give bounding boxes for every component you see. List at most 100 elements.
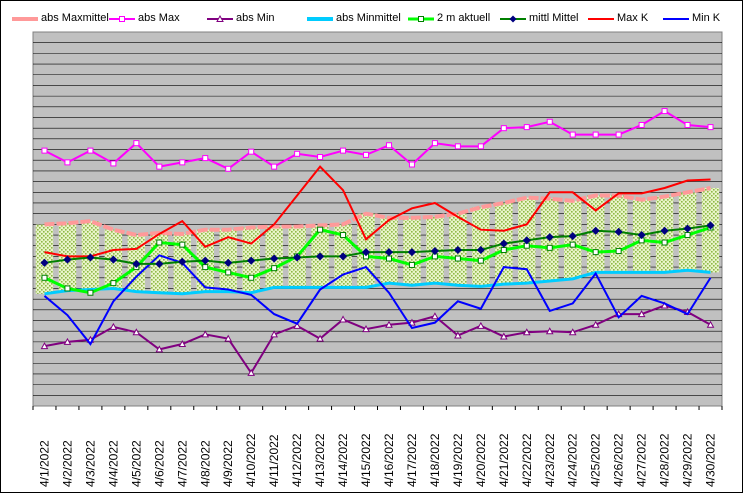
2m-aktuell-point [684,232,691,239]
x-tick-label: 4/27/2022 [635,433,649,487]
abs-max-point [408,161,415,168]
x-tick-label: 4/10/2022 [244,433,258,487]
legend-swatch [207,14,233,22]
2m-aktuell-point [592,249,599,256]
2m-aktuell-point [546,244,553,251]
2m-aktuell-point [615,248,622,255]
abs-min-point [362,325,370,333]
abs-min-point [637,310,646,318]
2m-aktuell-point [156,239,163,246]
abs-min-point [40,342,49,350]
plot-area [32,31,723,407]
abs-min-point [477,321,485,329]
mittl-mittel-point [155,259,164,268]
x-tick-label: 4/12/2022 [290,433,304,487]
x-tick-label: 4/19/2022 [451,433,465,487]
x-tick-label: 4/2/2022 [60,440,74,487]
x-tick-label: 4/3/2022 [83,440,97,487]
x-tick-label: 4/21/2022 [497,433,511,487]
2m-aktuell-point [317,226,324,233]
2m-aktuell-point [340,232,347,239]
x-tick-label: 4/24/2022 [566,433,580,487]
abs-max-point [340,147,347,154]
abs-min-point [545,327,554,335]
abs-min-point [224,334,233,342]
abs-min-point [178,339,187,348]
abs-max-point [569,131,576,138]
abs-max-point [431,140,438,147]
mittl-mittel-point [384,248,394,257]
legend-swatch [408,16,434,22]
mittl-mittel-point [316,252,325,261]
x-tick-label: 4/25/2022 [589,433,603,487]
2m-aktuell-point [41,274,48,281]
legend-swatch [663,18,689,20]
2m-aktuell-point [569,241,576,248]
abs-max-point [454,143,461,150]
abs-max-point [546,118,553,125]
mittl-mittel-point [499,239,508,248]
series-min-k-line [43,254,712,346]
abs-max-point [385,142,392,149]
2m-aktuell-point [248,274,255,281]
2m-aktuell-point [385,255,392,262]
mittl-mittel-point [407,248,417,257]
x-tick-label: 4/28/2022 [658,433,672,487]
x-tick-label: 4/16/2022 [382,433,396,487]
2m-aktuell-point [500,246,507,253]
mittl-mittel-point [476,245,485,255]
mittl-mittel-point [591,226,600,235]
series-2m-aktuell-line [43,226,711,295]
x-tick-label: 4/23/2022 [543,433,557,487]
abs-max-point [477,143,484,150]
abs-min-point [316,334,324,342]
abs-max-point [523,124,530,131]
mittl-mittel-point [568,232,577,241]
abs-max-point [271,163,278,170]
mittl-mittel-point [453,245,462,255]
2m-aktuell-point [110,280,117,287]
abs-max-point [64,159,71,166]
abs-min-point [408,318,416,326]
mittl-mittel-point [338,252,348,261]
abs-min-point [454,331,462,339]
abs-max-point [202,155,209,162]
mittl-mittel-point [430,246,439,256]
abs-max-point [225,165,232,172]
abs-max-point [248,148,255,155]
x-tick-label: 4/4/2022 [106,440,120,487]
2m-aktuell-point [454,255,461,262]
abs-min-point [660,301,669,309]
x-tick-label: 4/8/2022 [198,440,212,487]
mittl-mittel-point [683,224,692,233]
mittl-mittel-point [660,226,669,235]
abs-max-point [638,121,645,128]
x-tick-label: 4/6/2022 [152,440,166,487]
x-tick-label: 4/29/2022 [681,433,695,487]
abs-min-point [63,337,72,345]
mittl-mittel-point [637,230,646,240]
legend-label: Min K [692,12,721,24]
abs-min-point [385,320,393,328]
mittl-mittel-point [132,259,141,268]
abs-min-point [339,315,347,323]
series-abs-maxmittel-line [44,186,711,238]
mittl-mittel-point [361,248,371,257]
2m-aktuell-point [202,264,209,271]
mittl-mittel-point [293,253,302,262]
mittl-mittel-point [178,257,187,266]
abs-max-point [661,108,668,115]
mittl-mittel-point [40,258,49,267]
legend-label: 2 m aktuell [437,12,491,24]
abs-max-point [294,150,301,157]
abs-max-point [156,163,163,170]
abs-min-point [109,322,118,330]
legend-label: mittl Mittel [529,12,579,24]
abs-max-point [317,154,324,161]
abs-min-point [132,328,141,336]
x-tick-label: 4/13/2022 [313,433,327,487]
series-abs-min-line [44,304,712,375]
abs-min-point [568,328,577,336]
mittl-mittel-point [109,255,118,264]
